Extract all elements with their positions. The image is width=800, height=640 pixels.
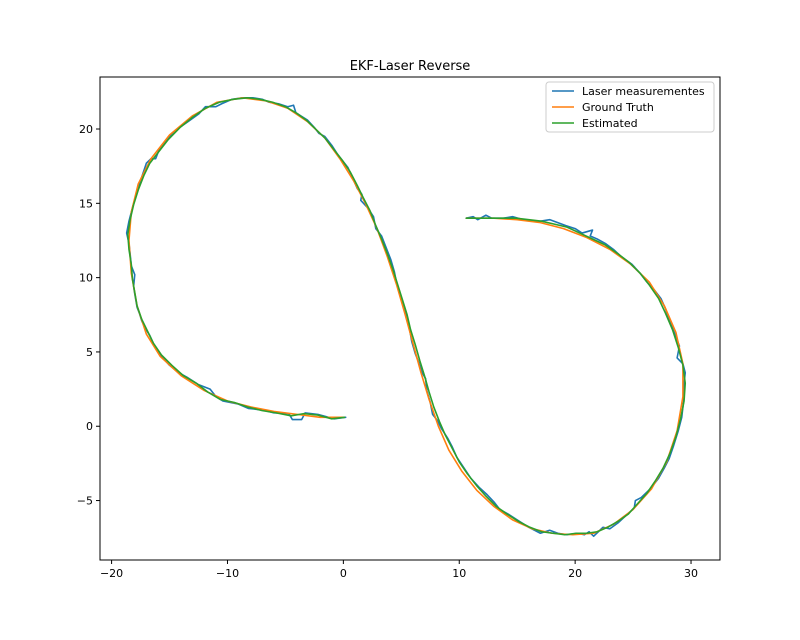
y-axis: −5 0 5 10 15 20 — [77, 123, 100, 508]
legend-label-1: Ground Truth — [582, 101, 654, 114]
legend-label-0: Laser measurementes — [582, 85, 705, 98]
x-tick-label: 10 — [452, 567, 466, 580]
axes-frame — [99, 76, 721, 561]
y-tick-label: 5 — [86, 346, 93, 359]
y-tick-label: −5 — [77, 495, 93, 508]
series-line-2 — [127, 97, 687, 536]
x-tick-label: −20 — [100, 567, 123, 580]
x-axis: −20 −10 0 10 20 30 — [100, 560, 698, 580]
x-tick-label: 20 — [568, 567, 582, 580]
y-tick-label: 20 — [79, 123, 93, 136]
x-tick-label: 0 — [340, 567, 347, 580]
y-tick-label: 0 — [86, 420, 93, 433]
plot-area — [125, 97, 687, 538]
x-tick-label: −10 — [216, 567, 239, 580]
y-tick-label: 15 — [79, 197, 93, 210]
legend-label-2: Estimated — [582, 117, 638, 130]
x-tick-label: 30 — [684, 567, 698, 580]
y-tick-label: 10 — [79, 272, 93, 285]
legend-box — [545, 81, 715, 133]
chart-title: EKF-Laser Reverse — [350, 59, 471, 74]
legend: Laser measurementes Ground Truth Estimated — [545, 81, 715, 133]
